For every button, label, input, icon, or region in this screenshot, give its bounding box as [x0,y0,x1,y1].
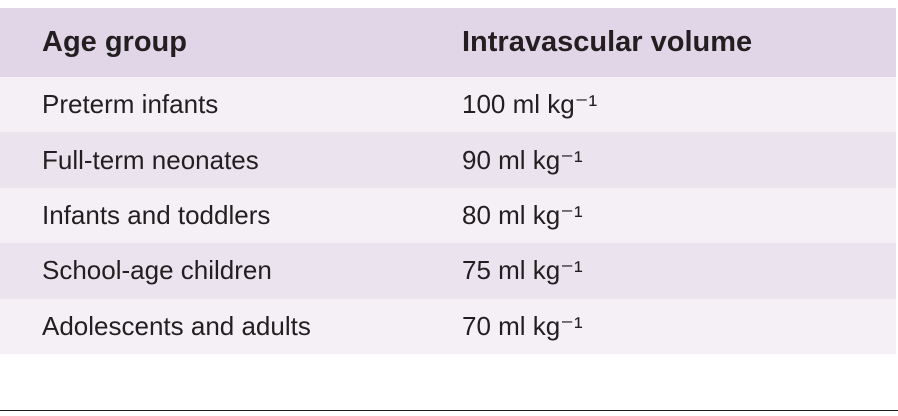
table-cell: 75 ml kg⁻¹ [462,255,583,286]
table-row: Preterm infants 100 ml kg⁻¹ [0,77,896,133]
table-cell: Adolescents and adults [42,310,311,341]
table-cell: Full-term neonates [42,144,259,175]
table-row: Full-term neonates 90 ml kg⁻¹ [0,132,896,188]
header-row: Age group Intravascular volume [0,8,896,77]
table-row: School-age children 75 ml kg⁻¹ [0,243,896,299]
header-cell: Age group [42,26,187,58]
table-cell: Preterm infants [42,89,219,120]
table-cell: 70 ml kg⁻¹ [462,310,583,341]
header-cell: Intravascular volume [462,26,753,58]
table-cell: 80 ml kg⁻¹ [462,199,583,230]
table: Age group Intravascular volume Preterm i… [0,8,896,354]
table-row: Infants and toddlers 80 ml kg⁻¹ [0,187,896,244]
bottom-rule [0,410,898,411]
table-cell: Infants and toddlers [42,199,271,230]
table-cell: 90 ml kg⁻¹ [462,144,583,175]
table-row: Adolescents and adults 70 ml kg⁻¹ [0,298,896,354]
table-cell: 100 ml kg⁻¹ [462,89,598,120]
table-cell: School-age children [42,255,272,286]
